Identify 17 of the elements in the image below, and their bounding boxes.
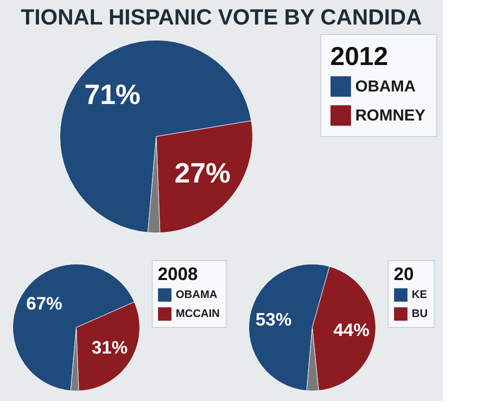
legend-title: 2008: [158, 264, 198, 284]
data-label: 71%: [84, 78, 141, 110]
data-label: 31%: [92, 337, 128, 358]
data-label: 67%: [26, 294, 62, 314]
data-label: 53%: [256, 309, 292, 330]
legend-label: ROMNEY: [355, 108, 426, 124]
legend-label: OBAMA: [355, 78, 416, 96]
legend-label: BU: [412, 308, 428, 320]
data-label: 44%: [333, 320, 370, 340]
legend-title: 20: [394, 264, 414, 284]
legend-label: KE: [412, 289, 428, 301]
pie-slice: [60, 40, 252, 233]
chart-title: TIONAL HISPANIC VOTE BY CANDIDA: [20, 4, 422, 30]
data-label: 27%: [174, 157, 231, 188]
legend-label: OBAMA: [176, 289, 218, 301]
legend-label: MCCAIN: [176, 308, 220, 320]
legend-title: 2012: [330, 41, 388, 71]
